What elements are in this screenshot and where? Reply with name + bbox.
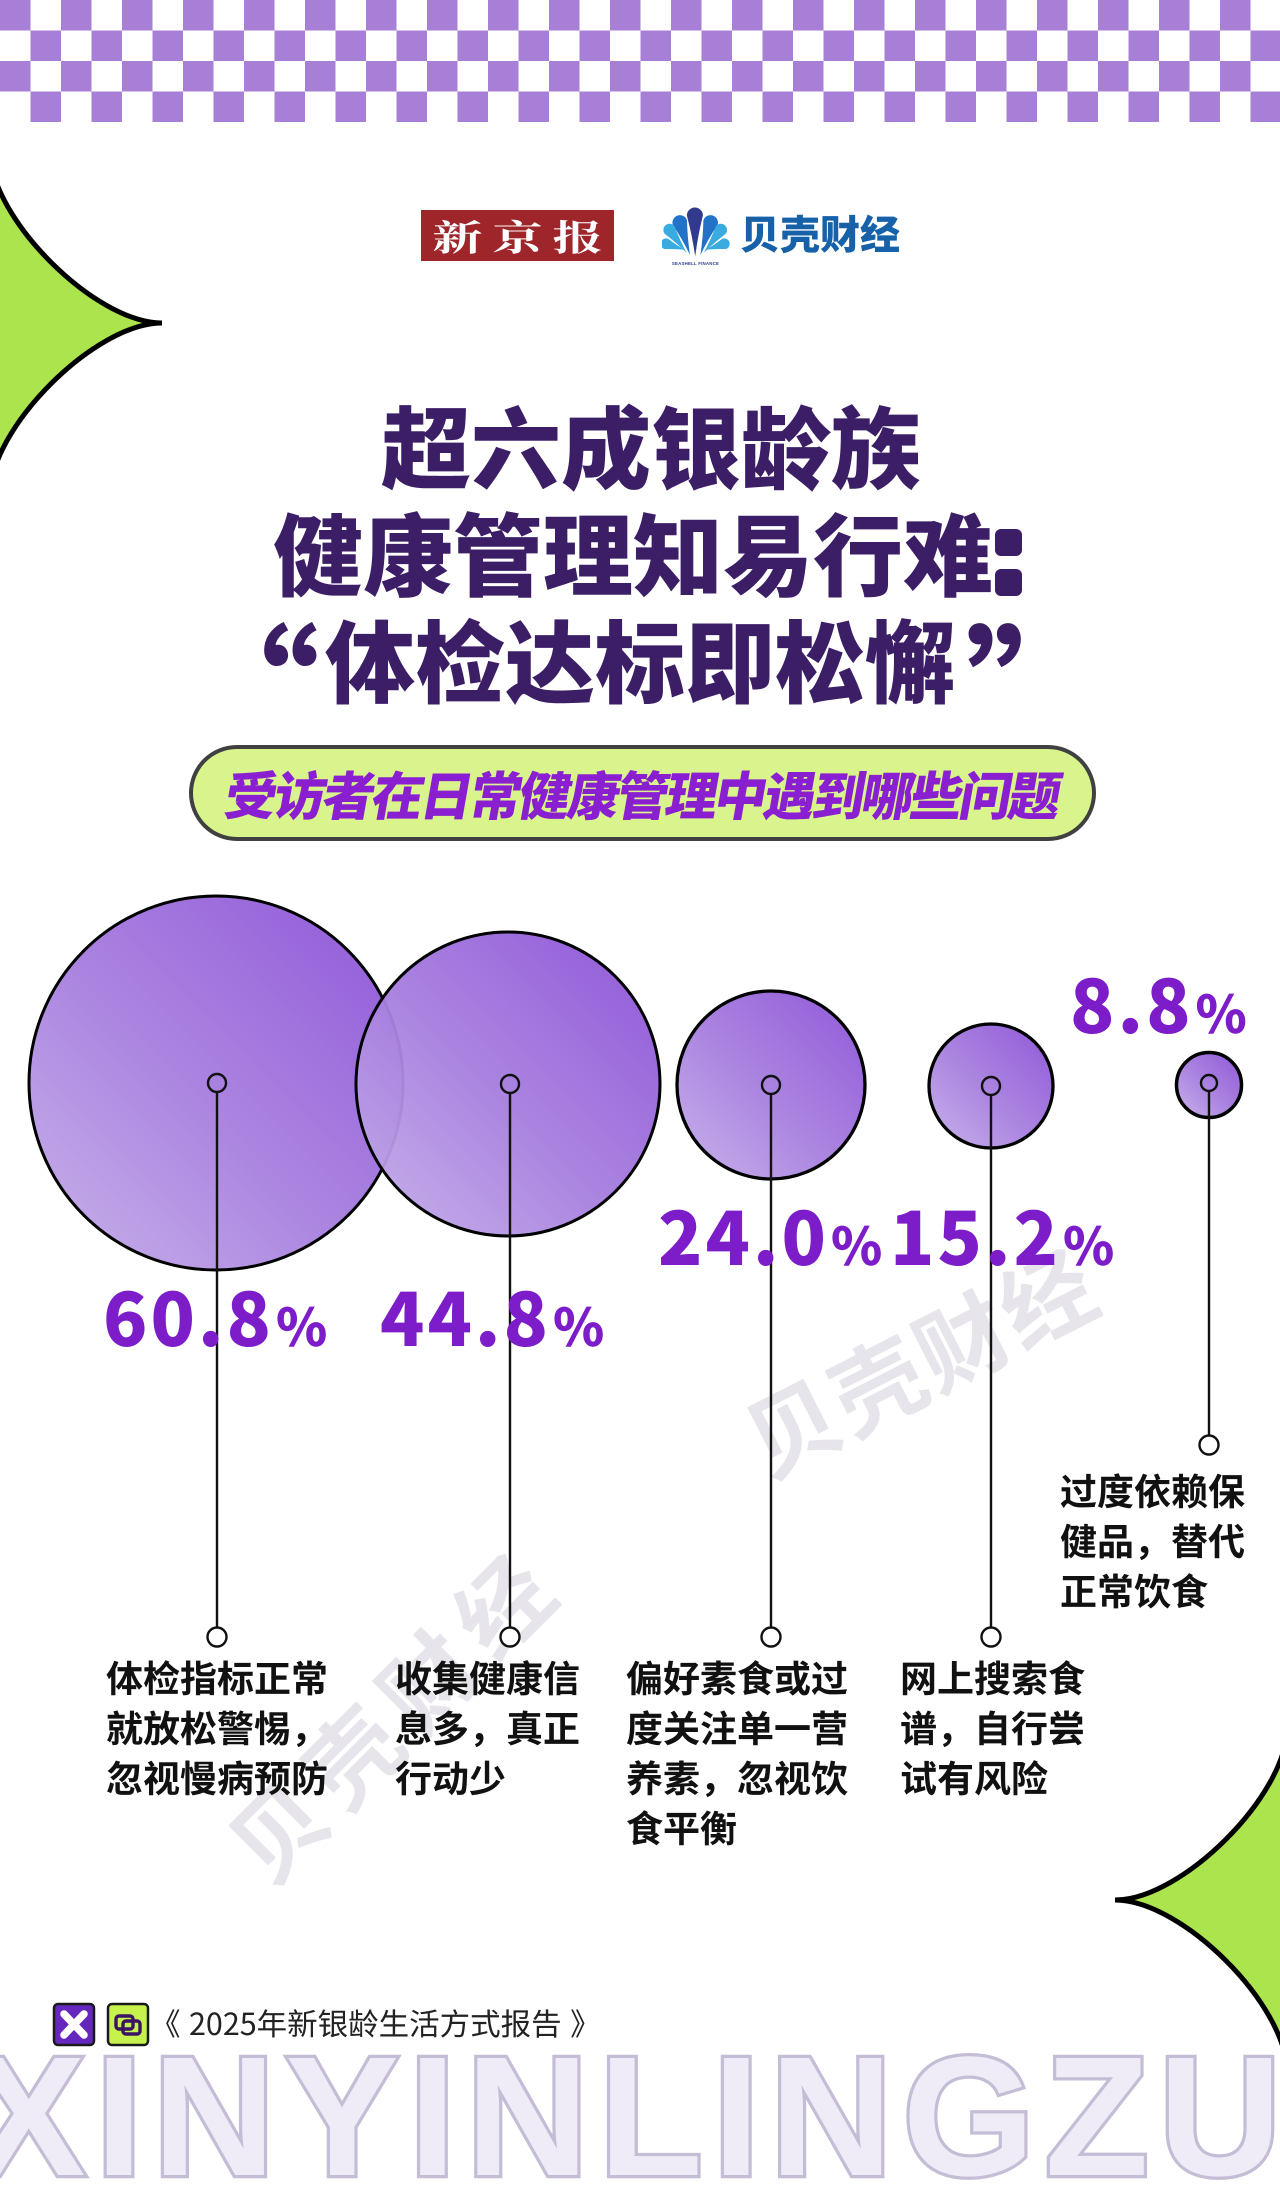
svg-text:XINYINLINGZU: XINYINLINGZU — [0, 2022, 1280, 2211]
svg-text:SEASHELL FINANCE: SEASHELL FINANCE — [672, 261, 719, 266]
